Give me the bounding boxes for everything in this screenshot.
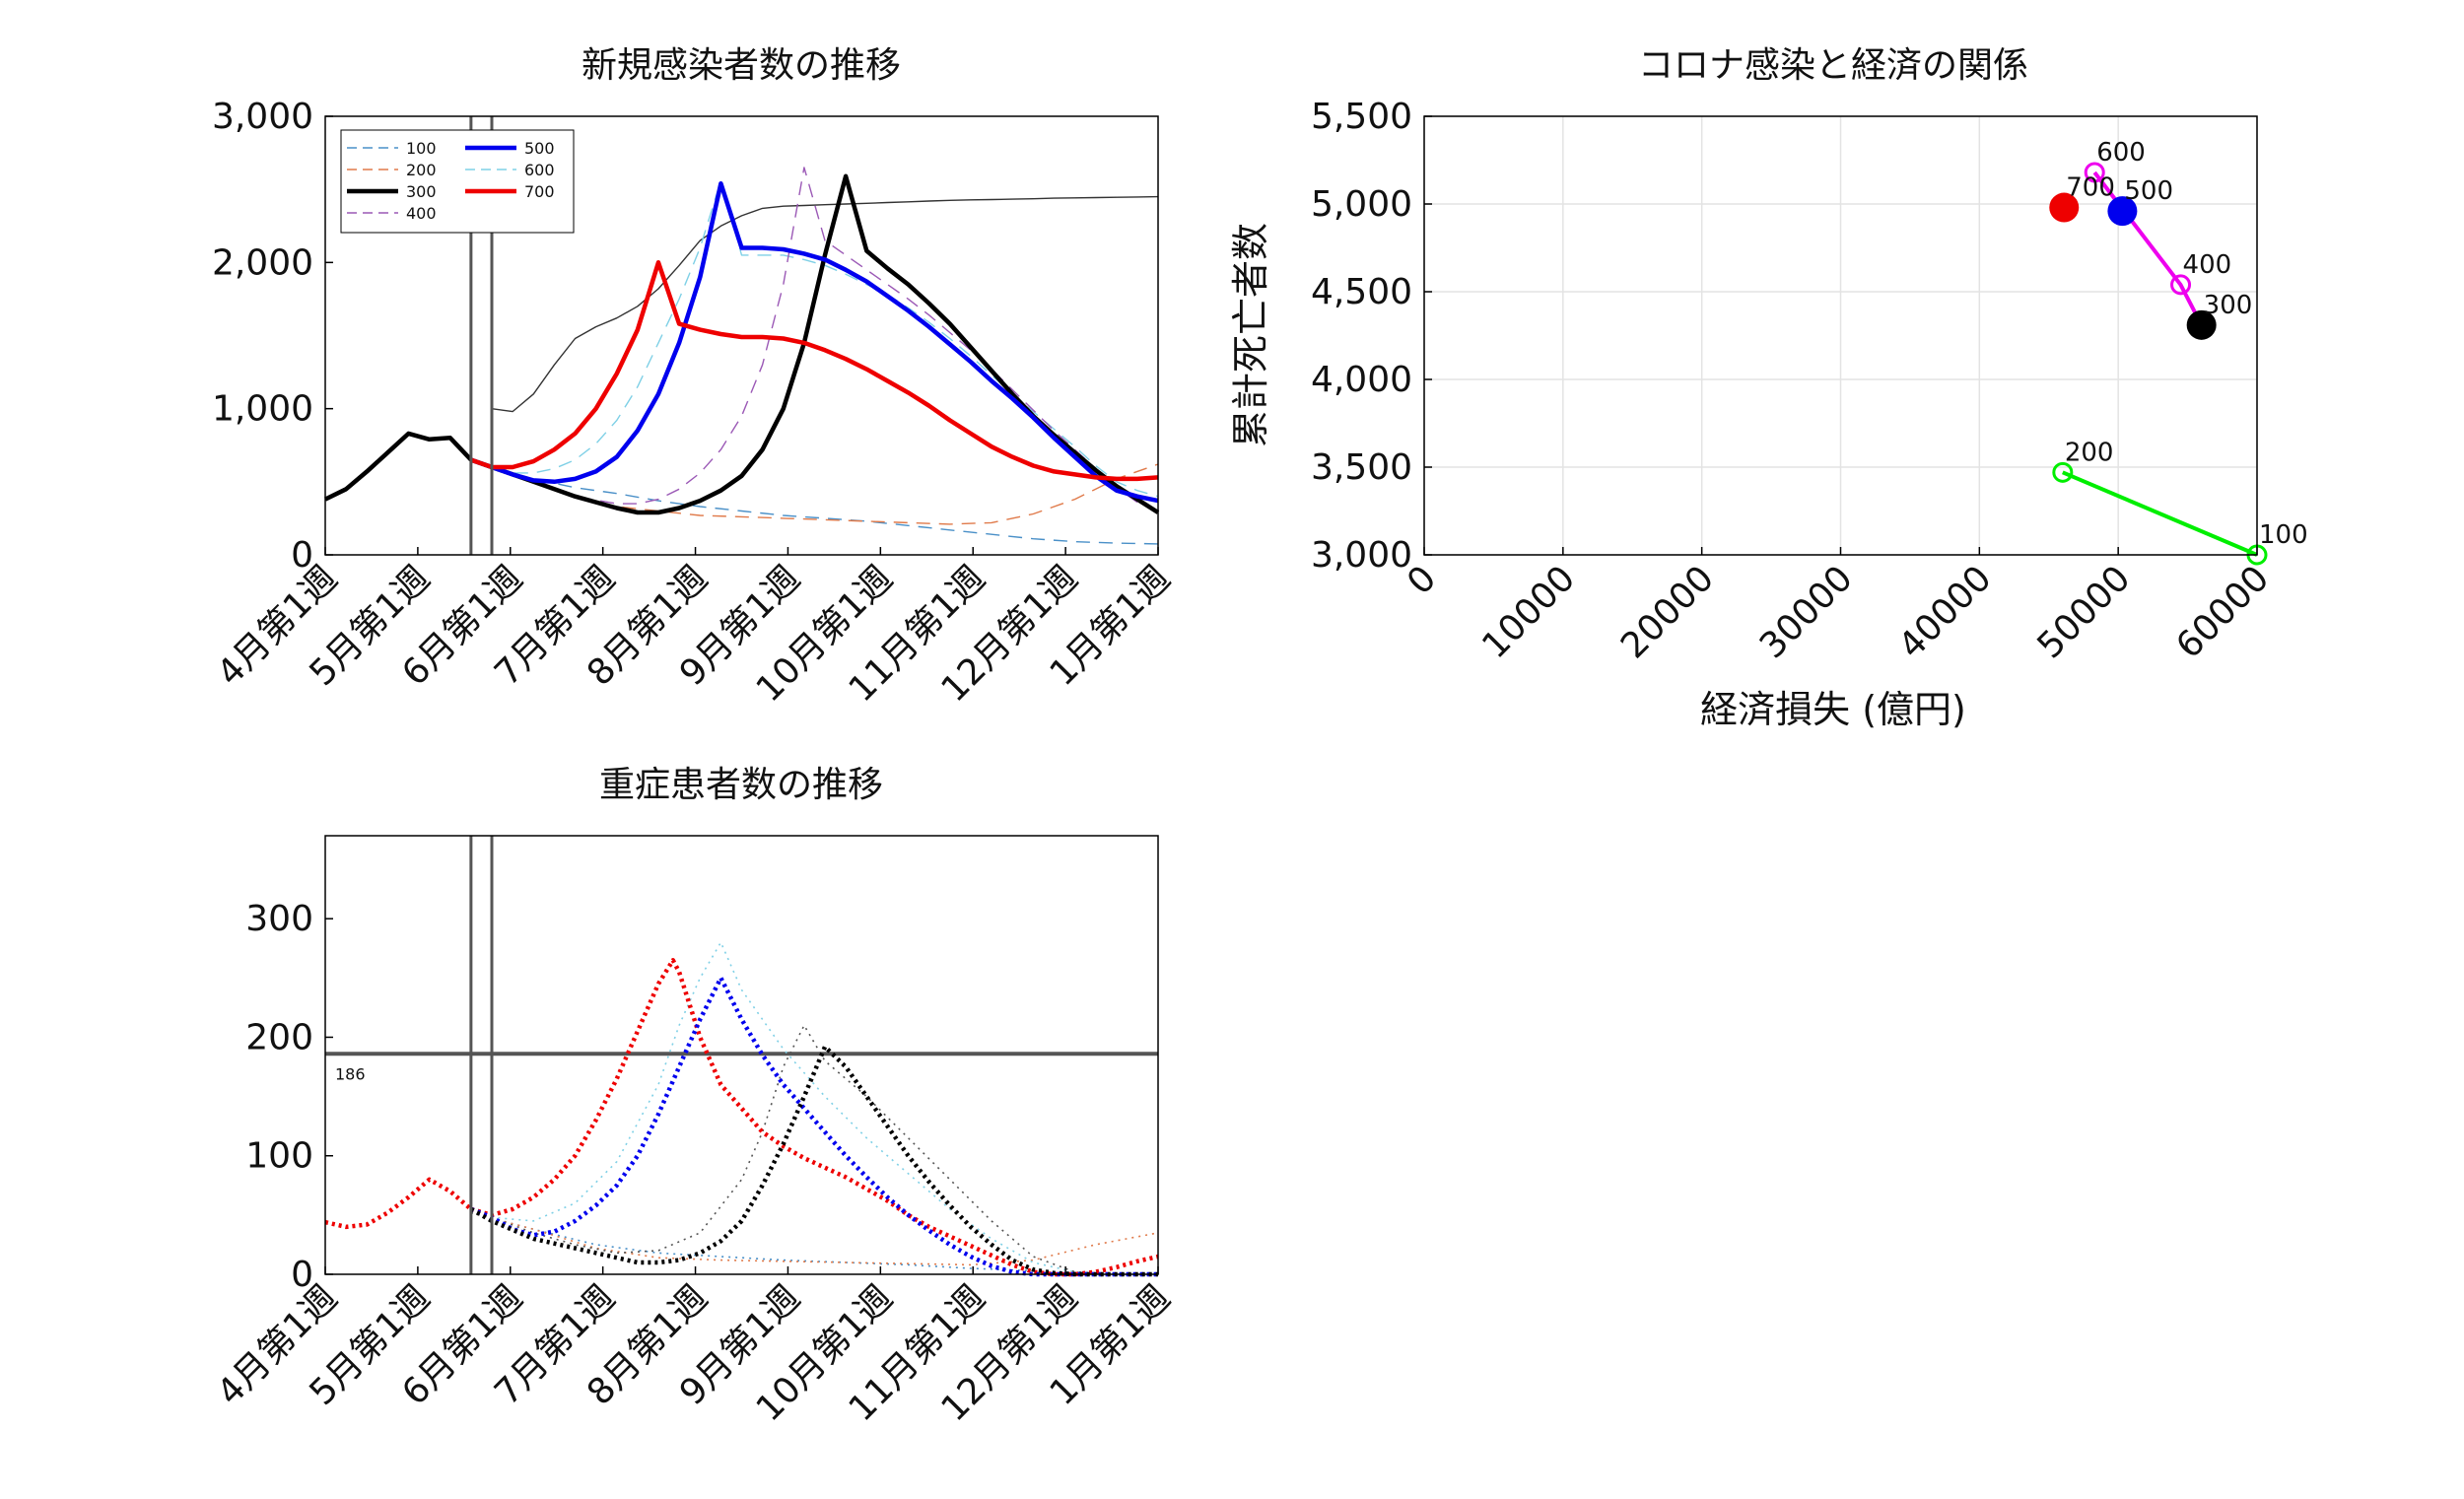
x-axis-label: 経済損失 (億円) xyxy=(1700,688,1966,731)
point-label-300: 300 xyxy=(2204,291,2253,320)
series-layer xyxy=(324,167,1160,545)
plot-frame xyxy=(324,115,1159,556)
legend-label: 500 xyxy=(524,139,555,158)
point-marker-300 xyxy=(2186,309,2217,340)
y-tick-label: 4,500 xyxy=(1311,272,1412,312)
legend-label: 700 xyxy=(524,182,555,201)
y-tick-label: 2,000 xyxy=(212,242,313,283)
y-tick-label: 4,000 xyxy=(1311,360,1412,400)
y-tick-label: 3,000 xyxy=(1311,535,1412,576)
point-label-500: 500 xyxy=(2124,176,2173,206)
y-tick-label: 0 xyxy=(291,1255,313,1295)
chart-title: コロナ感染と経済の関係 xyxy=(1638,45,2028,86)
point-marker-400 xyxy=(2170,274,2192,296)
x-tick-label: 30000 xyxy=(1752,558,1861,666)
x-tick-label: 10000 xyxy=(1474,558,1583,666)
series-line-600 xyxy=(470,179,1159,498)
y-ticks: 3,000 3,500 4,000 4,500 5,000 5,500 xyxy=(1311,97,1432,576)
chart-title: 重症患者数の推移 xyxy=(599,765,883,805)
y-axis-label: 累計死亡者数 xyxy=(1229,223,1272,447)
point-marker-500 xyxy=(2107,196,2138,227)
y-tick-label: 5,500 xyxy=(1311,97,1412,137)
legend-label: 400 xyxy=(406,204,437,223)
point-label-100: 100 xyxy=(2259,520,2308,550)
y-tick-label: 3,000 xyxy=(212,97,313,137)
chart-title: 新規感染者数の推移 xyxy=(582,45,901,86)
severe-patients-chart: 重症患者数の推移 186 0 100 200 300 4月第1週5月第1週6月第1週7… xyxy=(210,765,1179,1429)
y-tick-label: 5,000 xyxy=(1311,184,1412,225)
series-line-100 xyxy=(470,458,1159,545)
y-tick-label: 200 xyxy=(245,1017,313,1057)
legend: 100 200 300 400 500 600 700 xyxy=(340,129,575,234)
x-ticks: 0 10000 20000 30000 40000 50000 60000 xyxy=(1400,547,2277,666)
point-marker-600 xyxy=(2084,162,2105,183)
legend-label: 100 xyxy=(406,139,437,158)
point-label-200: 200 xyxy=(2065,438,2114,467)
y-ticks: 0 100 200 300 xyxy=(245,899,333,1295)
new-infections-chart: 新規感染者数の推移 0 1,000 2,000 3,000 4月第1週5月第1週6月第… xyxy=(210,45,1179,710)
y-ticks: 0 1,000 2,000 3,000 xyxy=(212,97,333,576)
legend-label: 300 xyxy=(406,182,437,201)
y-tick-label: 300 xyxy=(245,899,313,939)
series-layer xyxy=(324,941,1159,1277)
plot-frame xyxy=(324,835,1159,1275)
y-tick-label: 1,000 xyxy=(212,389,313,430)
legend-label: 600 xyxy=(524,161,555,179)
series-line- xyxy=(491,195,1159,413)
point-marker-200 xyxy=(2052,461,2074,483)
x-ticks: 4月第1週5月第1週6月第1週7月第1週8月第1週9月第1週10月第1週11月第… xyxy=(210,547,1178,710)
legend-label: 200 xyxy=(406,161,437,179)
series-line-pre xyxy=(324,431,473,502)
x-tick-label: 20000 xyxy=(1613,558,1722,666)
y-tick-label: 3,500 xyxy=(1311,447,1412,488)
x-tick-label: 50000 xyxy=(2030,558,2139,666)
point-label-600: 600 xyxy=(2096,138,2146,168)
y-tick-label: 0 xyxy=(291,535,313,576)
series-line-200 xyxy=(470,1211,1159,1266)
series-line-700 xyxy=(470,958,1159,1277)
connector-line xyxy=(2062,470,2258,557)
point-label-700: 700 xyxy=(2066,173,2115,203)
y-tick-label: 100 xyxy=(245,1136,313,1177)
capacity-label: 186 xyxy=(335,1064,366,1083)
series-line-400 xyxy=(470,1024,1158,1275)
x-tick-label: 60000 xyxy=(2168,558,2277,666)
point-label-400: 400 xyxy=(2183,250,2232,280)
series-line-300 xyxy=(469,1044,1158,1277)
points-layer: 100 200 300 400 500 600 700 xyxy=(2049,138,2308,566)
x-tick-label: 40000 xyxy=(1891,558,2000,666)
connector-lines xyxy=(2062,170,2258,557)
series-line-500 xyxy=(470,180,1159,504)
series-line-500 xyxy=(470,976,1158,1277)
series-line-pre xyxy=(324,1177,473,1230)
series-line-700 xyxy=(470,260,1159,482)
point-marker-700 xyxy=(2049,192,2080,223)
series-line-600 xyxy=(470,941,1158,1275)
capacity-line: 186 xyxy=(325,1052,1158,1083)
series-line-100 xyxy=(470,1211,1159,1275)
vertical-lines xyxy=(469,836,494,1274)
x-ticks: 4月第1週5月第1週6月第1週7月第1週8月第1週9月第1週10月第1週11月第… xyxy=(210,1266,1178,1429)
